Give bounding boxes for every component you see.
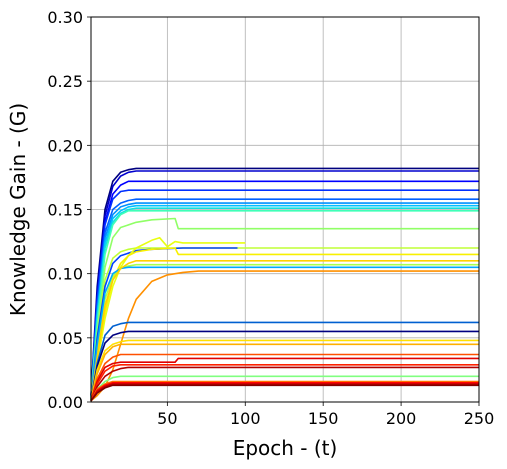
series-line-21 bbox=[90, 343, 479, 401]
series-line-18 bbox=[90, 321, 479, 401]
y-tick-label-5: 0.25 bbox=[47, 72, 83, 91]
series-line-25 bbox=[90, 366, 479, 402]
x-tick-label-2: 150 bbox=[308, 409, 339, 428]
x-tick-label-1: 100 bbox=[230, 409, 261, 428]
x-axis-label: Epoch - (t) bbox=[233, 436, 338, 460]
series-group bbox=[90, 167, 479, 402]
series-line-24 bbox=[90, 363, 479, 401]
y-tick-label-3: 0.15 bbox=[47, 201, 83, 220]
x-tick-label-4: 250 bbox=[464, 409, 495, 428]
x-axis-ticks: 50 100 150 200 250 bbox=[157, 402, 494, 428]
y-axis-label: Knowledge Gain - (G) bbox=[6, 103, 30, 316]
x-tick-label-3: 200 bbox=[386, 409, 417, 428]
series-line-15 bbox=[90, 266, 479, 400]
y-tick-label-1: 0.05 bbox=[47, 329, 83, 348]
series-line-14 bbox=[90, 263, 479, 400]
series-line-9 bbox=[90, 217, 479, 399]
series-line-11 bbox=[90, 247, 238, 400]
grid bbox=[91, 16, 480, 403]
y-tick-label-4: 0.20 bbox=[47, 136, 83, 155]
series-line-13 bbox=[90, 247, 479, 400]
y-tick-label-2: 0.10 bbox=[47, 265, 83, 284]
series-line-20 bbox=[90, 339, 479, 401]
series-line-19 bbox=[90, 330, 479, 401]
series-line-23 bbox=[90, 357, 479, 401]
y-tick-label-0: 0.00 bbox=[47, 393, 83, 412]
y-axis-ticks: 0.00 0.05 0.10 0.15 0.20 0.25 0.30 bbox=[47, 8, 91, 412]
series-line-12 bbox=[90, 236, 246, 400]
y-tick-label-6: 0.30 bbox=[47, 8, 83, 27]
x-tick-label-0: 50 bbox=[157, 409, 177, 428]
series-line-16 bbox=[90, 259, 479, 400]
series-line-30 bbox=[90, 384, 479, 402]
